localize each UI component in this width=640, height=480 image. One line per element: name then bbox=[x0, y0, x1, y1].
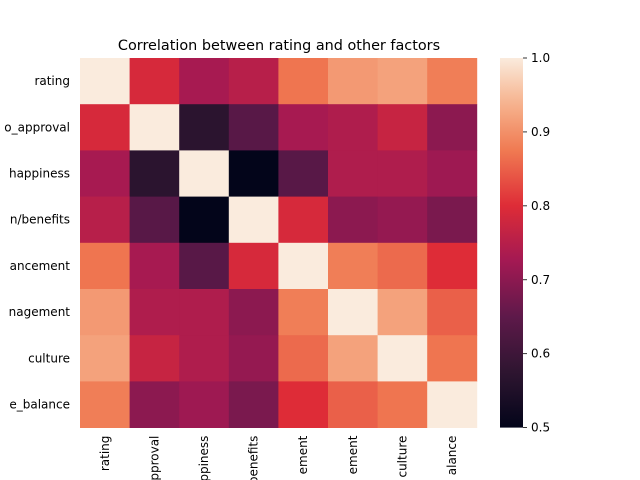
heatmap-cell bbox=[328, 58, 378, 105]
heatmap-cells bbox=[80, 58, 478, 428]
heatmap-cell bbox=[278, 242, 329, 290]
heatmap-cell bbox=[278, 196, 329, 244]
colorbar-tick-label: 0.9 bbox=[531, 125, 550, 139]
heatmap-cell bbox=[129, 289, 180, 336]
heatmap-cell bbox=[80, 150, 130, 197]
heatmap-cell bbox=[278, 58, 329, 105]
heatmap-cell bbox=[80, 58, 130, 105]
row-label: culture bbox=[28, 351, 70, 365]
heatmap-cell bbox=[328, 196, 378, 244]
heatmap-cell bbox=[129, 196, 180, 244]
heatmap-cell bbox=[427, 58, 478, 105]
heatmap-cell bbox=[228, 381, 279, 428]
heatmap-cell bbox=[328, 289, 378, 336]
column-label: benefits bbox=[247, 436, 261, 480]
column-label: ppiness bbox=[197, 436, 211, 480]
heatmap-cell bbox=[129, 242, 180, 290]
row-label: n/benefits bbox=[10, 213, 70, 227]
heatmap-cell bbox=[228, 196, 279, 244]
heatmap-cell bbox=[278, 104, 329, 151]
colorbar-tick-label: 0.5 bbox=[531, 421, 550, 435]
chart-title: Correlation between rating and other fac… bbox=[118, 38, 440, 54]
heatmap-cell bbox=[179, 242, 230, 290]
column-label: rating bbox=[98, 436, 112, 472]
row-labels: rating o_approval happiness n/benefits ancem… bbox=[4, 74, 71, 412]
heatmap-cell bbox=[228, 289, 279, 336]
heatmap-cell bbox=[228, 242, 279, 290]
column-label: ement bbox=[346, 435, 360, 474]
heatmap-cell bbox=[427, 381, 478, 428]
column-label: alance bbox=[445, 436, 459, 476]
colorbar-tick-label: 0.6 bbox=[531, 347, 550, 361]
row-label: nagement bbox=[9, 305, 71, 319]
heatmap-cell bbox=[328, 242, 378, 290]
heatmap-cell bbox=[328, 335, 378, 382]
heatmap-cell bbox=[328, 104, 378, 151]
row-label: o_approval bbox=[4, 120, 70, 134]
heatmap-cell bbox=[129, 381, 180, 428]
heatmap-cell bbox=[328, 150, 378, 197]
heatmap-cell bbox=[427, 104, 478, 151]
heatmap-cell bbox=[80, 104, 130, 151]
heatmap-cell bbox=[228, 104, 279, 151]
heatmap-cell bbox=[228, 58, 279, 105]
heatmap-cell bbox=[179, 289, 230, 336]
column-label: culture bbox=[395, 436, 409, 478]
heatmap-cell bbox=[129, 150, 180, 197]
heatmap-cell bbox=[377, 335, 428, 382]
heatmap-cell bbox=[278, 381, 329, 428]
heatmap-cell bbox=[80, 289, 130, 336]
heatmap-cell bbox=[278, 289, 329, 336]
heatmap-cell bbox=[129, 104, 180, 151]
heatmap-cell bbox=[427, 150, 478, 197]
row-label: happiness bbox=[9, 167, 70, 181]
heatmap-cell bbox=[129, 335, 180, 382]
row-label: ancement bbox=[10, 259, 71, 273]
heatmap-cell bbox=[179, 58, 230, 105]
heatmap-cell bbox=[80, 381, 130, 428]
colorbar-tick-label: 1.0 bbox=[531, 51, 550, 65]
heatmap-cell bbox=[377, 58, 428, 105]
heatmap-cell bbox=[228, 150, 279, 197]
heatmap-cell bbox=[328, 381, 378, 428]
heatmap-cell bbox=[179, 335, 230, 382]
heatmap-cell bbox=[377, 150, 428, 197]
heatmap-cell bbox=[427, 289, 478, 336]
heatmap-cell bbox=[179, 150, 230, 197]
column-label: pproval bbox=[147, 436, 161, 480]
heatmap-cell bbox=[377, 289, 428, 336]
row-label: e_balance bbox=[9, 398, 70, 412]
heatmap-cell bbox=[80, 196, 130, 244]
heatmap-cell bbox=[377, 104, 428, 151]
heatmap-cell bbox=[129, 58, 180, 105]
colorbar-bar bbox=[500, 58, 523, 428]
heatmap-cell bbox=[179, 104, 230, 151]
heatmap-cell bbox=[377, 196, 428, 244]
heatmap-cell bbox=[179, 381, 230, 428]
column-labels: rating pproval ppiness benefits ement ement cu… bbox=[98, 435, 459, 480]
heatmap-cell bbox=[278, 335, 329, 382]
heatmap-cell bbox=[427, 242, 478, 290]
column-label: ement bbox=[296, 435, 310, 474]
colorbar: 0.5 0.6 0.7 0.8 0.9 1.0 bbox=[500, 51, 550, 435]
heatmap-cell bbox=[427, 196, 478, 244]
colorbar-tick-label: 0.8 bbox=[531, 199, 550, 213]
heatmap-cell bbox=[80, 335, 130, 382]
heatmap-cell bbox=[278, 150, 329, 197]
heatmap-cell bbox=[377, 381, 428, 428]
row-label: rating bbox=[34, 74, 70, 88]
heatmap-cell bbox=[179, 196, 230, 244]
heatmap-cell bbox=[377, 242, 428, 290]
heatmap-cell bbox=[228, 335, 279, 382]
heatmap-cell bbox=[427, 335, 478, 382]
colorbar-tick-label: 0.7 bbox=[531, 273, 550, 287]
heatmap-cell bbox=[80, 242, 130, 290]
